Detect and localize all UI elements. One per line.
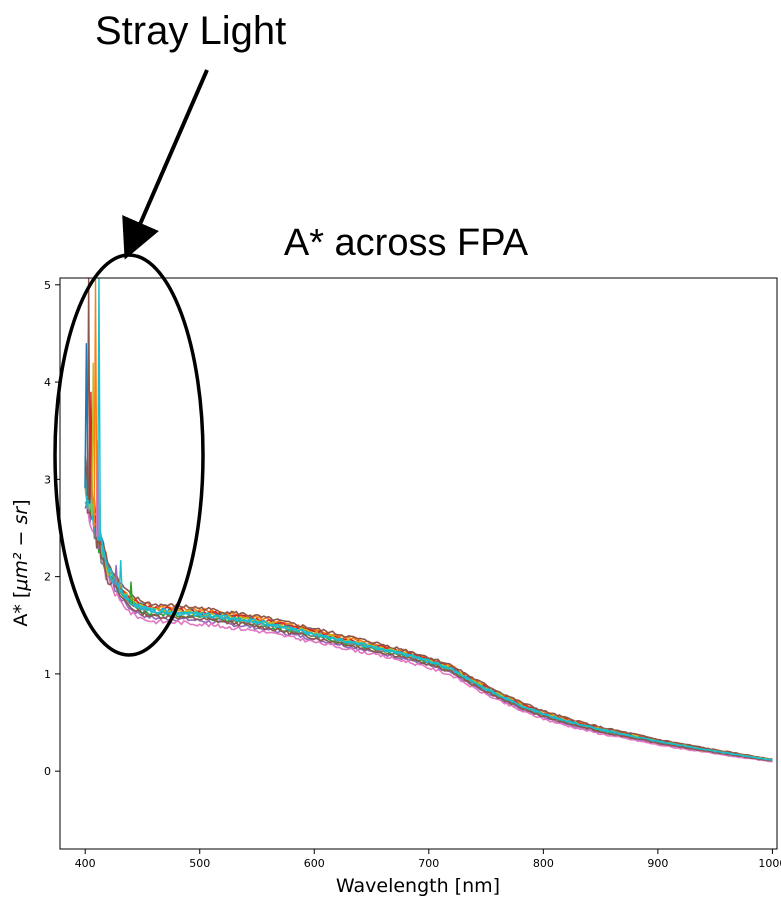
series-line [84, 500, 773, 763]
x-axis-label: Wavelength [nm] [336, 875, 500, 897]
stray-light-spike [87, 420, 92, 500]
y-tick-label: 3 [44, 473, 51, 486]
stray-light-spike [93, 278, 98, 528]
series-line [84, 455, 773, 761]
series-line [84, 485, 773, 763]
series-line [84, 482, 773, 762]
stray-light-arrow [122, 69, 209, 260]
series-line [84, 468, 773, 762]
y-axis: 0 1 2 3 4 5 [44, 279, 60, 778]
y-tick-label: 5 [44, 279, 51, 292]
stray-light-spike [114, 564, 119, 586]
stray-light-ellipse [53, 253, 205, 657]
y-tick-label: 4 [44, 376, 51, 389]
x-tick-label: 500 [189, 857, 210, 870]
x-tick-label: 800 [533, 857, 554, 870]
y-axis-label-prefix: A* [ [10, 591, 32, 627]
y-tick-label: 1 [44, 668, 51, 681]
stray-light-spike [128, 581, 134, 604]
y-axis-label: A* [μm² − sr] [10, 499, 32, 626]
plot-frame [59, 277, 778, 850]
y-axis-label-math: μm² − sr [10, 506, 32, 592]
y-tick-label: 2 [44, 571, 51, 584]
stray-light-annotation: Stray Light [95, 9, 286, 53]
stray-light-spike [118, 560, 123, 593]
stray-light-spike [96, 278, 102, 541]
x-tick-label: 700 [418, 857, 439, 870]
series-line [84, 489, 773, 761]
series-line [84, 473, 773, 761]
series-layer [84, 278, 773, 763]
chart-title: A* across FPA [284, 222, 529, 264]
series-line [84, 486, 773, 762]
x-tick-label: 400 [75, 857, 96, 870]
y-tick-label: 0 [44, 765, 51, 778]
x-tick-label: 900 [647, 857, 668, 870]
y-axis-label-suffix: ] [10, 499, 32, 506]
x-tick-label: 600 [304, 857, 325, 870]
